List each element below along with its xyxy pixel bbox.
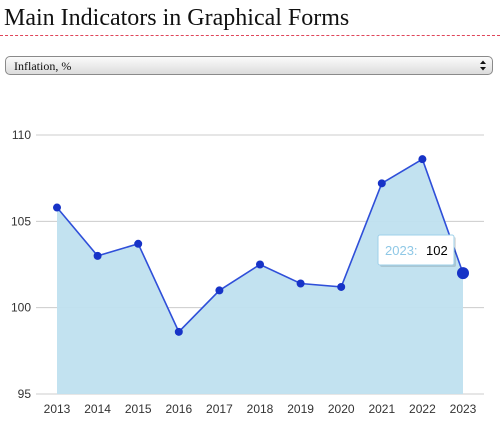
y-tick-label-105: 105: [11, 214, 31, 228]
tooltip-box: [377, 234, 455, 266]
data-point-2022[interactable]: [418, 155, 427, 164]
y-tick-label-110: 110: [12, 128, 31, 142]
data-point-2014[interactable]: [93, 251, 102, 260]
x-tick-label-2014: 2014: [84, 402, 111, 416]
data-point-2017[interactable]: [215, 286, 224, 295]
tooltip-value: 102: [426, 243, 448, 258]
x-tick-label-2020: 2020: [328, 402, 355, 416]
x-tick-label-2018: 2018: [247, 402, 274, 416]
x-tick-label-2015: 2015: [125, 402, 152, 416]
y-tick-label-100: 100: [11, 301, 31, 315]
x-tick-label-2017: 2017: [206, 402, 233, 416]
data-point-2023[interactable]: [457, 267, 469, 280]
x-tick-label-2019: 2019: [287, 402, 314, 416]
x-tick-label-2023: 2023: [450, 402, 477, 416]
x-tick-label-2022: 2022: [409, 402, 436, 416]
page-title: Main Indicators in Graphical Forms: [4, 5, 350, 31]
data-point-2021[interactable]: [377, 179, 386, 188]
tooltip-category: 2023:: [385, 243, 418, 258]
x-tick-label-2021: 2021: [368, 402, 395, 416]
up-down-chevron-icon: [480, 60, 486, 71]
series-area: [57, 159, 463, 394]
x-tick-label-2016: 2016: [165, 402, 192, 416]
data-point-2019[interactable]: [296, 279, 305, 288]
indicator-select-value: Inflation, %: [14, 59, 72, 73]
indicator-select[interactable]: Inflation, %: [5, 56, 493, 75]
x-tick-label-2013: 2013: [44, 402, 71, 416]
inflation-chart: 95 100 105 110 2013 2014 2015 2016 2017 2018 2019 2…: [11, 128, 484, 416]
y-tick-label-95: 95: [18, 387, 32, 401]
data-point-2013[interactable]: [53, 203, 61, 212]
title-divider: [0, 35, 500, 36]
data-point-2020[interactable]: [337, 282, 346, 291]
data-point-2018[interactable]: [256, 260, 264, 269]
data-point-2015[interactable]: [134, 239, 143, 248]
data-point-2016[interactable]: [174, 327, 183, 336]
